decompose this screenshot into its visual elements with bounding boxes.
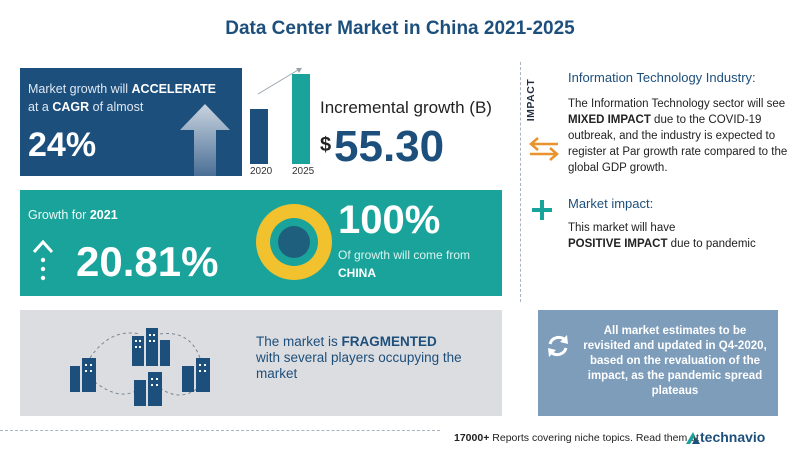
- industry-title: Information Technology Industry:: [568, 70, 756, 85]
- footer-report-count: 17000+: [454, 432, 490, 444]
- market-impact-reason: due to pandemic: [670, 238, 756, 250]
- dotted-up-arrow-icon: [32, 239, 54, 281]
- growth-share-value: 100%: [338, 198, 441, 242]
- fragmented-panel: The market is FRAGMENTED with several pl…: [20, 310, 502, 416]
- industry-mixed-impact: MIXED IMPACT: [568, 114, 651, 126]
- growth-value: 20.81%: [76, 238, 219, 285]
- market-positive-impact: POSITIVE IMPACT: [568, 238, 668, 250]
- growth-country: CHINA: [338, 266, 376, 280]
- impact-vertical-label: IMPACT: [525, 72, 546, 132]
- fragmented-text: The market is FRAGMENTED with several pl…: [256, 334, 496, 382]
- fragmented-keyword: FRAGMENTED: [341, 334, 437, 349]
- plus-icon: [532, 200, 552, 220]
- market-impact-title: Market impact:: [568, 196, 654, 211]
- footer-text: 17000+ Reports covering niche topics. Re…: [454, 432, 699, 444]
- footer-divider: [0, 430, 440, 431]
- cagr-line1-prefix: Market growth will: [28, 82, 129, 96]
- cagr-line2-prefix: at a: [28, 100, 49, 114]
- page-title: Data Center Market in China 2021-2025: [225, 18, 575, 39]
- cagr-label: CAGR: [52, 100, 90, 114]
- technavio-logo-icon: [686, 432, 700, 444]
- fragmented-rest: with several players occupying the marke…: [256, 350, 462, 381]
- donut-chart-icon: [256, 204, 332, 280]
- column-divider: [520, 62, 521, 302]
- cagr-line2-suffix: of almost: [92, 100, 144, 114]
- refresh-icon: [548, 335, 568, 357]
- technavio-link[interactable]: technavio: [700, 429, 766, 445]
- fragmented-prefix: The market is: [256, 334, 338, 349]
- growth-for-text: Growth for: [28, 208, 87, 222]
- estimates-text: All market estimates to be revisited and…: [583, 325, 767, 397]
- impact-label-text: IMPACT: [525, 78, 538, 122]
- growth-panel: Growth for 2021 20.81% 100% Of growth wi…: [20, 190, 502, 296]
- swap-arrows-icon: [529, 137, 559, 161]
- incremental-growth-value: 55.30: [334, 122, 445, 171]
- cagr-line-2: at a CAGR of almost: [28, 100, 143, 114]
- incremental-growth-label: Incremental growth (B): [320, 98, 492, 117]
- cagr-value: 24%: [28, 126, 97, 164]
- growth-year: 2021: [89, 208, 118, 222]
- bar-2020: [250, 109, 268, 164]
- buildings-network-icon: [70, 328, 210, 406]
- cagr-panel: Market growth will ACCELERATE at a CAGR …: [20, 68, 242, 176]
- cagr-line-1: Market growth will ACCELERATE: [28, 82, 216, 96]
- bar-2025: [292, 74, 310, 164]
- market-impact-line-1: This market will have: [568, 222, 676, 234]
- bar-year-2020: 2020: [250, 166, 273, 177]
- trend-arrow-head: [296, 68, 302, 73]
- estimates-panel: All market estimates to be revisited and…: [538, 310, 778, 416]
- up-arrow-icon: [180, 104, 230, 176]
- growth-bars: [250, 68, 310, 164]
- growth-share-text: Of growth will come from: [338, 248, 471, 262]
- footer-caption: Reports covering niche topics. Read them…: [492, 432, 699, 444]
- industry-body: The Information Technology sector will s…: [568, 96, 800, 176]
- cagr-accelerate: ACCELERATE: [131, 82, 217, 96]
- currency-symbol: $: [320, 134, 332, 156]
- growth-for-label: Growth for 2021: [28, 208, 118, 222]
- industry-text-1: The Information Technology sector will s…: [568, 98, 786, 110]
- industry-text-2: due to the COVID-19 outbreak, and the in…: [568, 114, 788, 174]
- market-impact-line-2: POSITIVE IMPACT due to pandemic: [568, 238, 756, 250]
- bar-year-2025: 2025: [292, 166, 315, 177]
- trend-arrow-line: [257, 69, 299, 95]
